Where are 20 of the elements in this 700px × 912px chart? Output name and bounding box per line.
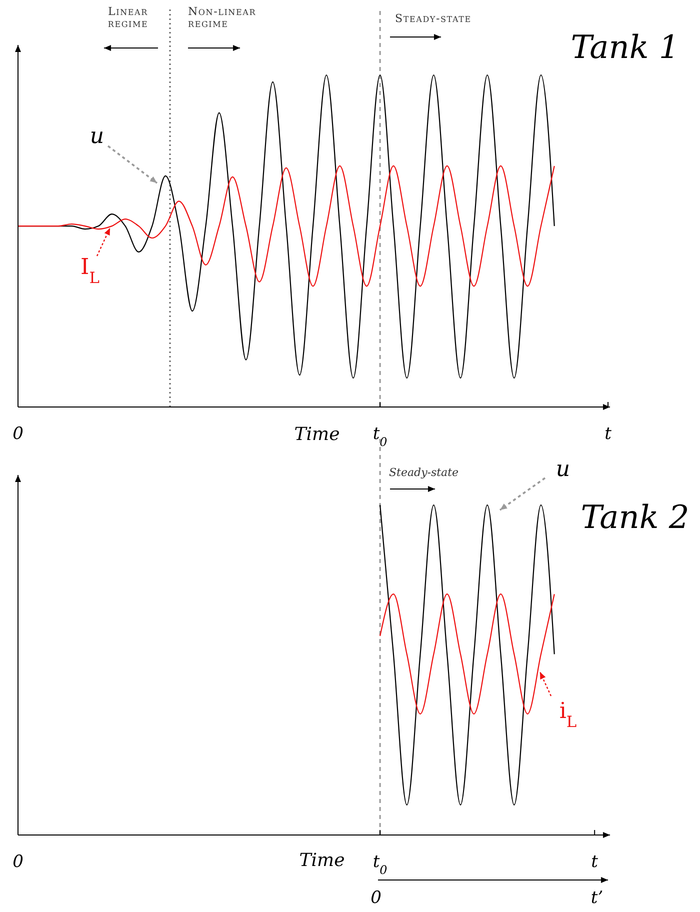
chart-title: Tank 1 xyxy=(570,28,680,66)
legend-label: I$_{L}$ xyxy=(80,255,100,287)
text: Steady-state xyxy=(389,466,460,479)
chart-title: Tank 2 xyxy=(580,498,690,536)
text: 0 xyxy=(370,888,382,908)
x-tick-label: t$_{0}$ xyxy=(372,852,388,877)
text: t’ xyxy=(590,888,604,908)
x-tick-label: t xyxy=(604,424,612,444)
text: Steady-state xyxy=(395,12,472,25)
legend-label: i$_{L}$ xyxy=(559,699,577,731)
x-tick-label: t$_{0}$ xyxy=(372,424,388,449)
x-tick-label: 0 xyxy=(12,424,24,444)
x-tick-label: 0 xyxy=(12,852,24,872)
series-label: u xyxy=(556,457,570,482)
x-axis-title: Time xyxy=(299,850,345,871)
x-tick-label: t xyxy=(591,852,598,872)
text: u xyxy=(90,124,104,149)
text: Non-linear regime xyxy=(188,5,256,30)
text: Linear regime xyxy=(108,5,148,30)
x-axis-title: Time xyxy=(294,424,340,445)
